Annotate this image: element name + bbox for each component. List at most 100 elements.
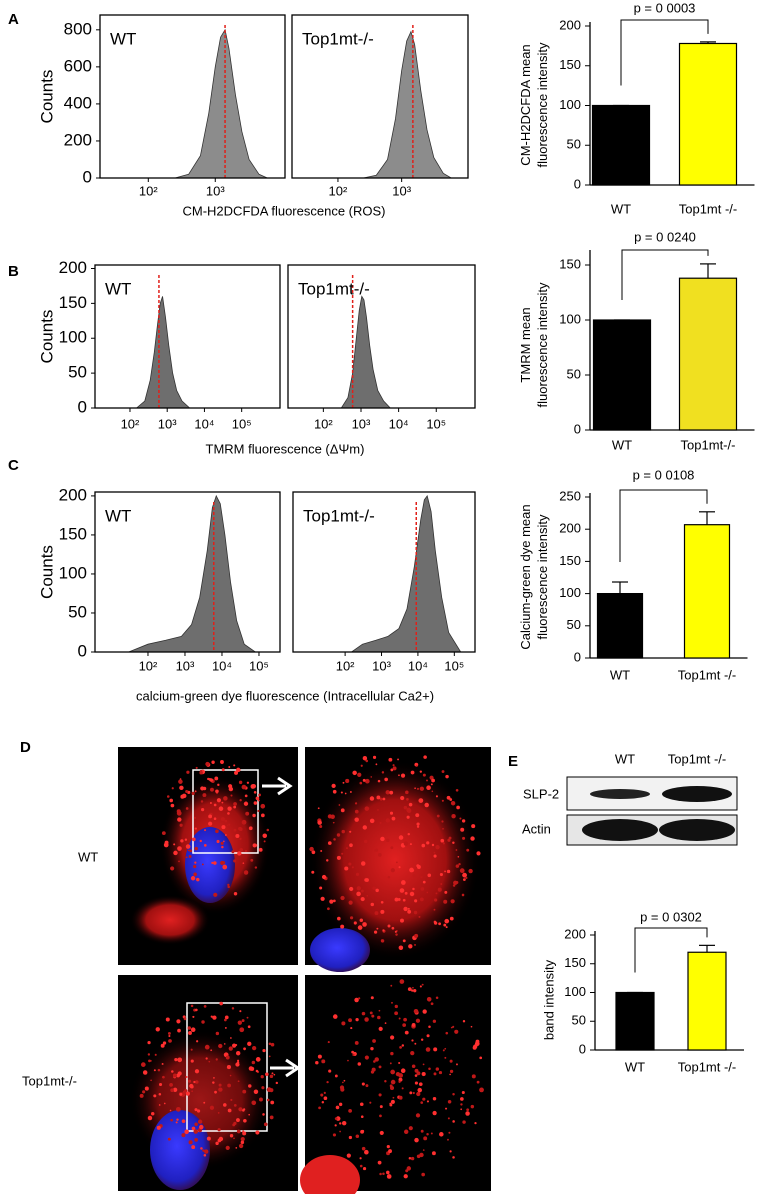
series-label: WT [110, 29, 136, 48]
y-tick-label: 100 [59, 563, 87, 582]
speckle [194, 846, 198, 851]
speckle [250, 784, 256, 789]
speckle [390, 868, 395, 873]
speckle [192, 1015, 195, 1018]
speckle [339, 1122, 342, 1125]
speckle [228, 1046, 233, 1051]
blot-column: WT [615, 751, 635, 766]
bar [591, 104, 651, 186]
speckle [226, 824, 229, 827]
speckle [475, 1039, 480, 1044]
speckle [252, 843, 257, 848]
x-tick-label: 10⁵ [249, 658, 269, 673]
speckle [213, 817, 217, 820]
speckle [227, 1083, 232, 1088]
speckle [243, 1118, 247, 1123]
speckle [426, 996, 432, 1002]
speckle [203, 1101, 206, 1104]
speckle [412, 874, 416, 878]
speckle [217, 783, 220, 787]
speckle [409, 843, 412, 846]
speckle [455, 849, 458, 851]
speckle [409, 867, 414, 873]
speckle [459, 817, 462, 820]
speckle [427, 873, 432, 878]
speckle [390, 1079, 396, 1085]
speckle [275, 1081, 279, 1085]
speckle [321, 1101, 325, 1104]
speckle [250, 1066, 255, 1071]
speckle [372, 755, 377, 759]
y-tick-label: 50 [567, 137, 581, 152]
x-tick-label: 10³ [352, 416, 371, 431]
speckle [369, 1101, 372, 1104]
speckle [461, 1090, 465, 1095]
speckle [175, 1106, 181, 1112]
y-axis-label: fluorescence intensity [535, 282, 550, 408]
speckle [471, 836, 474, 839]
speckle [432, 1110, 437, 1116]
speckle [236, 1118, 240, 1122]
speckle [158, 1082, 163, 1087]
speckle [359, 1102, 364, 1107]
speckle [449, 916, 454, 921]
speckle [257, 809, 260, 813]
speckle [215, 1031, 220, 1036]
speckle [232, 1043, 237, 1048]
speckle [191, 837, 196, 842]
speckle [169, 1083, 173, 1087]
speckle [347, 1059, 349, 1062]
speckle [265, 1072, 269, 1077]
speckle [225, 1055, 230, 1060]
speckle [399, 888, 405, 893]
x-tick-label: 10³ [206, 183, 225, 198]
speckle [222, 864, 228, 870]
speckle [449, 1069, 454, 1074]
speckle [156, 1125, 161, 1130]
speckle [453, 880, 458, 886]
speckle [334, 1117, 338, 1120]
speckle [223, 796, 228, 801]
speckle [236, 1061, 240, 1064]
y-tick-label: 150 [559, 256, 581, 271]
speckle [218, 1087, 223, 1092]
speckle [208, 814, 213, 819]
speckle [238, 826, 242, 831]
speckle [365, 759, 369, 763]
speckle [447, 838, 451, 842]
speckle [147, 1115, 153, 1121]
speckle [414, 943, 416, 946]
speckle [404, 1030, 409, 1035]
speckle [408, 1156, 412, 1160]
speckle [445, 774, 449, 779]
speckle [185, 790, 189, 794]
speckle [237, 1020, 243, 1025]
speckle [255, 1069, 259, 1073]
speckle [450, 801, 456, 806]
speckle [398, 866, 401, 869]
speckle [332, 1133, 337, 1137]
p-value: p = 0 0003 [634, 0, 696, 15]
speckle [175, 1121, 178, 1124]
speckle [190, 876, 196, 881]
speckle [412, 1091, 415, 1095]
speckle [225, 1145, 230, 1150]
speckle [260, 1075, 264, 1079]
speckle [167, 1031, 171, 1035]
speckle [456, 805, 460, 810]
speckle [194, 1108, 198, 1112]
y-tick-label: 150 [59, 524, 87, 543]
speckle [452, 1093, 455, 1096]
speckle [196, 1040, 199, 1043]
speckle [406, 807, 411, 813]
speckle [233, 828, 237, 832]
series-label: Top1mt-/- [298, 279, 370, 298]
speckle [389, 1102, 392, 1105]
speckle [355, 1134, 360, 1138]
speckle [462, 1120, 466, 1124]
speckle [252, 813, 256, 818]
plot-frame [292, 491, 476, 653]
speckle [354, 1041, 359, 1045]
x-tick-label: 10³ [372, 658, 391, 673]
speckle [426, 1133, 429, 1136]
